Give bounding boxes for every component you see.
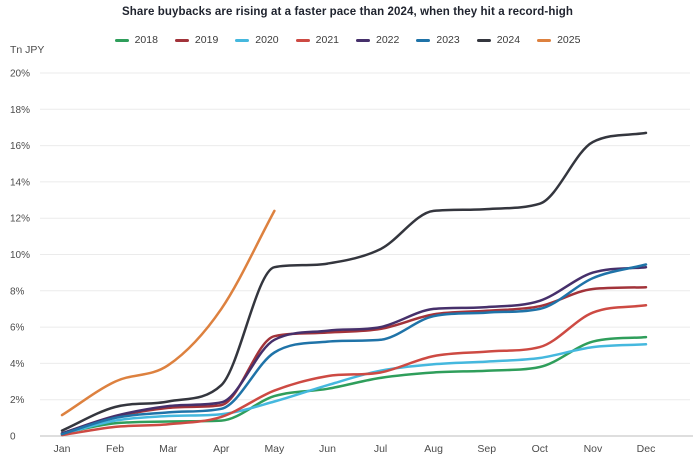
series-line-2019 bbox=[60, 285, 648, 436]
x-tick-label-Dec: Dec bbox=[637, 443, 656, 455]
legend-swatch-2018 bbox=[114, 38, 129, 42]
x-tick-label-Feb: Feb bbox=[106, 443, 124, 455]
y-tick-label-0: 0 bbox=[10, 432, 16, 443]
legend-item-2024: 2024 bbox=[476, 34, 521, 46]
y-tick-label-4%: 4% bbox=[10, 359, 25, 370]
legend-item-2020: 2020 bbox=[235, 34, 279, 46]
y-tick-label-14%: 14% bbox=[10, 177, 30, 188]
y-tick-label-16%: 16% bbox=[10, 141, 30, 152]
chart-title: Share buybacks are rising at a faster pa… bbox=[121, 6, 573, 18]
y-tick-label-2%: 2% bbox=[10, 395, 25, 406]
series-lines bbox=[60, 131, 648, 437]
legend-label: 2019 bbox=[194, 34, 219, 46]
y-tick-label-12%: 12% bbox=[10, 214, 30, 225]
y-axis-unit-label: Tn JPY bbox=[10, 44, 45, 56]
x-tick-label-Jun: Jun bbox=[319, 443, 336, 455]
x-tick-label-May: May bbox=[264, 443, 285, 455]
y-tick-label-8%: 8% bbox=[10, 286, 25, 297]
series-line-2020 bbox=[60, 343, 648, 436]
x-axis-month-labels: Jan Feb Mar Apr May Jun Jul Aug Sep Oct Nov Dec bbox=[54, 443, 656, 455]
legend-item-2018: 2018 bbox=[114, 34, 158, 46]
x-tick-label-Aug: Aug bbox=[424, 443, 443, 455]
y-tick-label-20%: 20% bbox=[10, 69, 30, 80]
y-tick-label-6%: 6% bbox=[10, 323, 25, 334]
legend-label: 2021 bbox=[315, 34, 339, 46]
legend-swatch-2019 bbox=[174, 38, 189, 42]
y-axis-tick-labels: 0 2% 4% 6% 8% 10% 12% 14% 16% 18% 20% bbox=[10, 69, 30, 443]
gridlines bbox=[40, 72, 690, 401]
y-tick-label-18%: 18% bbox=[10, 105, 30, 116]
x-tick-label-Apr: Apr bbox=[213, 443, 230, 455]
series-line-2021 bbox=[60, 304, 648, 437]
legend-label: 2018 bbox=[134, 34, 158, 46]
legend-swatch-2024 bbox=[476, 38, 491, 42]
legend-label: 2023 bbox=[436, 34, 460, 46]
legend-label: 2020 bbox=[255, 34, 279, 46]
series-line-2018 bbox=[60, 335, 648, 435]
series-line-2025 bbox=[60, 209, 276, 417]
x-tick-label-Jan: Jan bbox=[54, 443, 71, 455]
series-line-2024 bbox=[60, 131, 648, 432]
x-tick-label-Sep: Sep bbox=[477, 443, 496, 455]
x-tick-label-Nov: Nov bbox=[584, 443, 603, 455]
x-tick-label-Mar: Mar bbox=[159, 443, 178, 455]
legend-item-2022: 2022 bbox=[356, 34, 399, 46]
legend-swatch-2022 bbox=[356, 38, 370, 42]
series-line-2022 bbox=[60, 265, 648, 435]
x-tick-label-Oct: Oct bbox=[532, 443, 548, 455]
legend-label: 2024 bbox=[496, 34, 521, 46]
legend-item-2023: 2023 bbox=[416, 34, 460, 46]
legend-swatch-2020 bbox=[235, 38, 250, 42]
legend-label: 2022 bbox=[376, 34, 400, 46]
legend-swatch-2023 bbox=[416, 38, 431, 42]
chart-legend: 2018 2019 2020 2021 2022 2023 2024 2025 bbox=[0, 34, 695, 46]
legend-item-2021: 2021 bbox=[295, 34, 339, 46]
x-tick-label-Jul: Jul bbox=[374, 443, 387, 455]
legend-swatch-2021 bbox=[295, 38, 310, 42]
legend-label: 2025 bbox=[557, 34, 581, 46]
legend-item-2025: 2025 bbox=[537, 34, 580, 46]
legend-swatch-2025 bbox=[537, 38, 552, 42]
legend-item-2019: 2019 bbox=[174, 34, 219, 46]
series-line-2023 bbox=[60, 263, 648, 436]
y-tick-label-10%: 10% bbox=[10, 250, 30, 261]
